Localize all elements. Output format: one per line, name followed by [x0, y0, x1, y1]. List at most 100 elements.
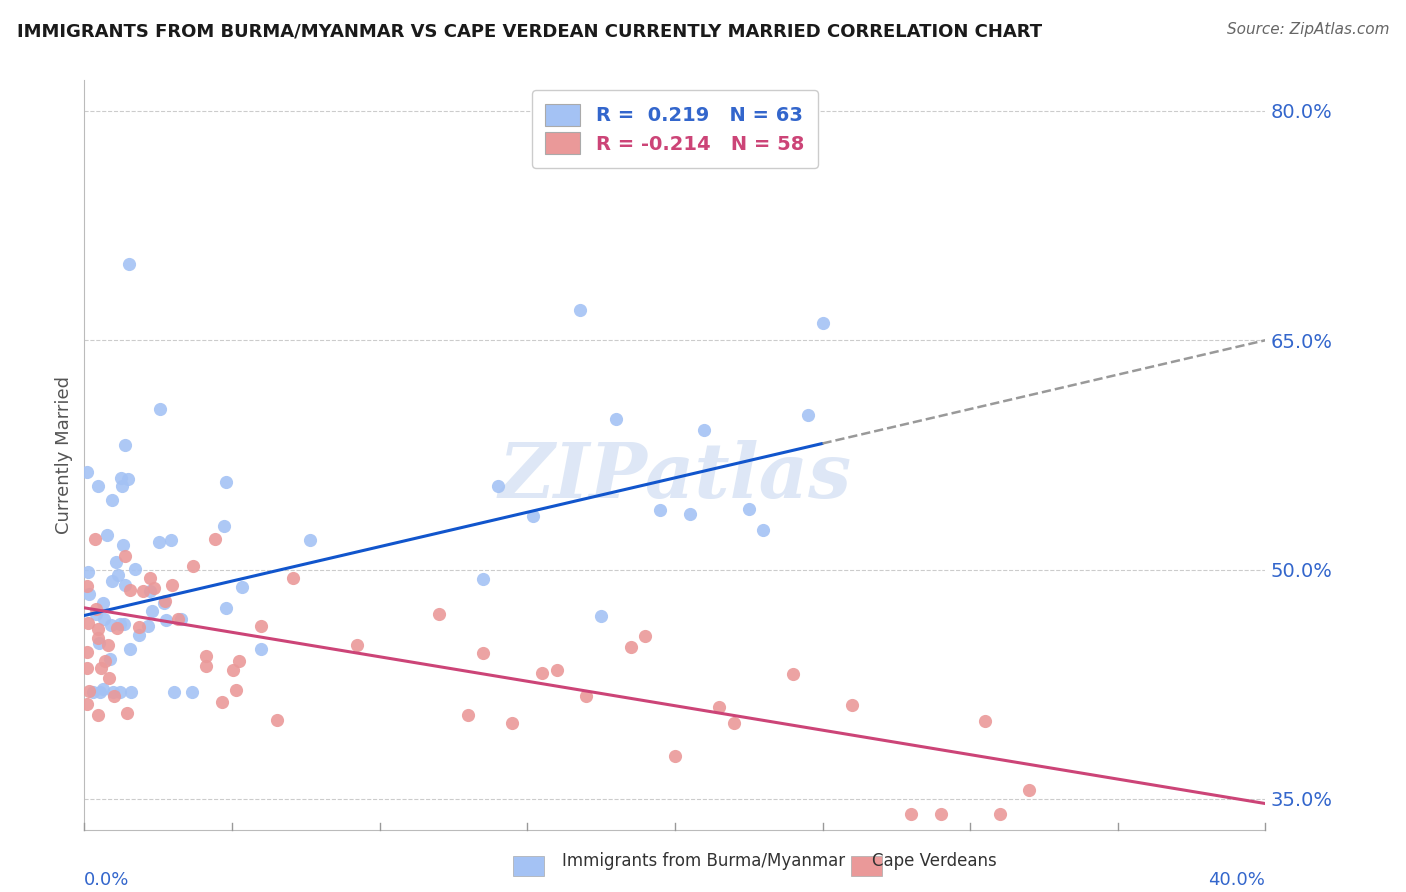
Point [87, 623, 110, 637]
Point [988, 807, 1011, 822]
Point [472, 572, 495, 586]
Point [211, 695, 233, 709]
Point [94, 654, 117, 668]
Point [107, 568, 129, 582]
Point [136, 619, 159, 633]
Point [93, 681, 115, 696]
Point [222, 663, 245, 677]
Point [153, 594, 176, 608]
Point [723, 715, 745, 730]
Point [112, 617, 135, 632]
Point [86, 632, 108, 646]
Y-axis label: Currently Married: Currently Married [55, 376, 73, 534]
Point [76, 698, 98, 712]
Point [96, 528, 118, 542]
Point [797, 409, 820, 423]
Point [120, 685, 142, 699]
Point [974, 714, 997, 729]
Point [162, 578, 184, 592]
Point [281, 571, 304, 585]
Point [180, 685, 202, 699]
Point [181, 559, 204, 574]
Point [108, 685, 131, 699]
Point [107, 621, 129, 635]
Point [97, 638, 120, 652]
Point [569, 302, 592, 317]
Point [298, 533, 321, 548]
Point [77, 683, 100, 698]
Point [149, 401, 172, 416]
Point [634, 628, 657, 642]
Point [709, 699, 731, 714]
Point [84, 532, 107, 546]
Point [101, 685, 124, 699]
Point [250, 642, 273, 657]
Text: 40.0%: 40.0% [1209, 871, 1265, 888]
Point [76, 465, 98, 479]
Point [155, 613, 177, 627]
Point [811, 317, 834, 331]
Point [204, 532, 226, 546]
Point [138, 584, 160, 599]
Point [153, 596, 176, 610]
Point [148, 534, 170, 549]
Point [212, 519, 235, 533]
Text: 0.0%: 0.0% [84, 871, 129, 888]
Point [231, 580, 253, 594]
Point [1018, 783, 1040, 797]
Point [620, 640, 643, 655]
Point [114, 438, 136, 452]
Text: Cape Verdeans: Cape Verdeans [872, 852, 997, 870]
Point [841, 698, 863, 712]
Point [84, 607, 107, 621]
Point [591, 609, 613, 624]
Point [900, 807, 922, 822]
Point [163, 685, 186, 699]
Point [100, 493, 122, 508]
Text: IMMIGRANTS FROM BURMA/MYANMAR VS CAPE VERDEAN CURRENTLY MARRIED CORRELATION CHAR: IMMIGRANTS FROM BURMA/MYANMAR VS CAPE VE… [17, 22, 1042, 40]
Point [142, 581, 165, 595]
Point [167, 612, 190, 626]
Point [103, 689, 125, 703]
Text: Immigrants from Burma/Myanmar: Immigrants from Burma/Myanmar [562, 852, 845, 870]
Point [782, 666, 804, 681]
Point [98, 652, 121, 666]
Point [118, 582, 141, 597]
Point [117, 472, 139, 486]
Point [679, 507, 702, 521]
Point [250, 619, 273, 633]
Point [86, 602, 108, 616]
Text: Source: ZipAtlas.com: Source: ZipAtlas.com [1226, 22, 1389, 37]
Point [139, 571, 162, 585]
Point [650, 503, 672, 517]
Point [117, 706, 139, 720]
Point [457, 707, 479, 722]
Point [111, 538, 134, 552]
Point [77, 587, 100, 601]
Point [215, 475, 238, 489]
Point [546, 663, 568, 677]
Point [522, 508, 544, 523]
Point [225, 683, 247, 698]
Point [93, 612, 115, 626]
Text: ZIPatlas: ZIPatlas [498, 441, 852, 515]
Point [346, 638, 368, 652]
Point [110, 479, 132, 493]
Point [132, 584, 155, 599]
Point [118, 257, 141, 271]
Point [114, 577, 136, 591]
Legend: R =  0.219   N = 63, R = -0.214   N = 58: R = 0.219 N = 63, R = -0.214 N = 58 [531, 90, 818, 168]
Point [159, 533, 181, 548]
Point [502, 715, 524, 730]
Point [228, 654, 250, 668]
Point [195, 648, 218, 663]
Point [76, 579, 98, 593]
Point [114, 549, 136, 564]
Point [141, 604, 163, 618]
Point [97, 672, 120, 686]
Point [87, 479, 110, 493]
Point [169, 612, 191, 626]
Point [110, 471, 132, 485]
Point [929, 807, 952, 822]
Point [104, 555, 127, 569]
